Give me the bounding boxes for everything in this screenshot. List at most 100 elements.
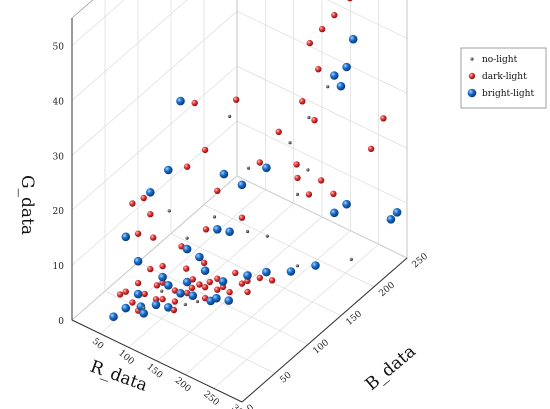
legend-label-no-light: no-light <box>482 55 518 65</box>
point-bright-light <box>330 208 339 218</box>
point-dark-light <box>233 96 240 103</box>
grid-line-floor-z <box>203 204 375 288</box>
point-dark-light <box>293 161 300 168</box>
point-bright-light <box>164 303 173 312</box>
point-bright-light <box>146 188 155 197</box>
point-dark-light <box>147 211 154 218</box>
point-bright-light <box>311 261 320 270</box>
y-tick-label: 20 <box>53 207 65 217</box>
grid-line-back-y <box>326 0 408 39</box>
z-tick-label: 150 <box>345 309 365 328</box>
point-dark-light <box>170 306 178 314</box>
point-dark-light <box>134 230 142 237</box>
point-no-light <box>288 141 292 145</box>
point-dark-light <box>214 286 221 293</box>
grid-lines <box>71 0 408 403</box>
grid-line-floor-x <box>213 244 379 389</box>
grid-line-left-y <box>71 175 238 321</box>
point-no-light <box>212 215 217 219</box>
x-tick-label: 100 <box>116 348 136 367</box>
point-dark-light <box>183 163 191 170</box>
z-axis-line <box>241 257 408 403</box>
point-dark-light <box>191 99 198 107</box>
point-dark-light <box>238 280 246 287</box>
grid-line-floor-x <box>128 203 294 348</box>
point-bright-light <box>158 272 167 282</box>
y-tick-label: 40 <box>53 97 65 107</box>
z-tick-label: 250 <box>411 251 431 270</box>
point-no-light <box>195 299 200 304</box>
point-dark-light <box>306 39 313 47</box>
point-dark-light <box>150 234 157 241</box>
point-dark-light <box>196 281 203 288</box>
point-no-light <box>167 209 171 213</box>
point-bright-light <box>133 289 143 299</box>
grid-line-floor-x <box>156 216 323 362</box>
point-dark-light <box>147 265 154 273</box>
point-dark-light <box>330 190 337 197</box>
z-tick-label: 50 <box>279 370 294 385</box>
point-dark-light <box>244 288 251 296</box>
point-dark-light <box>305 191 313 198</box>
y-tick-label: 50 <box>53 43 65 53</box>
point-bright-light <box>342 199 351 209</box>
point-no-light <box>228 114 232 118</box>
grid-line-floor-x <box>185 230 351 375</box>
point-bright-light <box>151 300 161 310</box>
y-tick-label: 0 <box>58 317 64 327</box>
point-dark-light <box>294 174 301 182</box>
point-bright-light <box>121 303 131 313</box>
point-dark-light <box>129 200 136 207</box>
grid-line-back-y <box>236 11 408 94</box>
point-dark-light <box>200 259 208 266</box>
point-dark-light <box>153 282 161 289</box>
point-dark-light <box>189 276 196 283</box>
point-bright-light <box>218 277 228 286</box>
axis-panes <box>71 0 408 403</box>
grid-line-back-y <box>236 120 408 204</box>
point-bright-light <box>348 34 358 44</box>
point-no-light <box>245 229 250 234</box>
point-dark-light <box>226 288 233 296</box>
point-dark-light <box>318 25 326 33</box>
point-bright-light <box>176 289 185 298</box>
legend-marker-no-light <box>470 57 474 61</box>
point-bright-light <box>121 232 131 242</box>
point-bright-light <box>182 277 192 287</box>
point-bright-light <box>286 267 296 276</box>
point-bright-light <box>213 225 222 234</box>
legend-marker-dark-light <box>468 72 476 80</box>
point-dark-light <box>134 279 142 287</box>
point-dark-light <box>347 0 353 2</box>
point-dark-light <box>201 146 209 154</box>
point-dark-light <box>256 159 263 166</box>
point-dark-light <box>315 66 322 73</box>
point-bright-light <box>164 281 173 290</box>
point-dark-light <box>183 265 190 272</box>
point-bright-light <box>182 244 192 254</box>
point-dark-light <box>202 226 210 233</box>
point-dark-light <box>256 274 263 281</box>
point-dark-light <box>129 299 136 306</box>
point-no-light <box>246 166 251 170</box>
grid-line-back-y <box>236 65 408 149</box>
point-no-light <box>307 115 311 120</box>
grid-line-floor-z <box>236 175 408 259</box>
point-dark-light <box>232 269 239 277</box>
point-no-light <box>183 302 187 307</box>
point-bright-light <box>195 252 204 262</box>
point-dark-light <box>159 262 166 270</box>
point-no-light <box>142 306 146 310</box>
point-bright-light <box>237 180 247 190</box>
point-bright-light <box>176 96 185 106</box>
axis-lines <box>71 18 408 403</box>
point-no-light <box>349 257 353 261</box>
point-dark-light <box>122 288 129 295</box>
grid-line-floor-z <box>170 233 342 316</box>
point-bright-light <box>386 215 396 224</box>
point-bright-light <box>262 267 271 277</box>
point-dark-light <box>206 278 213 286</box>
point-dark-light <box>159 295 166 303</box>
x-tick-label: 200 <box>173 376 193 395</box>
